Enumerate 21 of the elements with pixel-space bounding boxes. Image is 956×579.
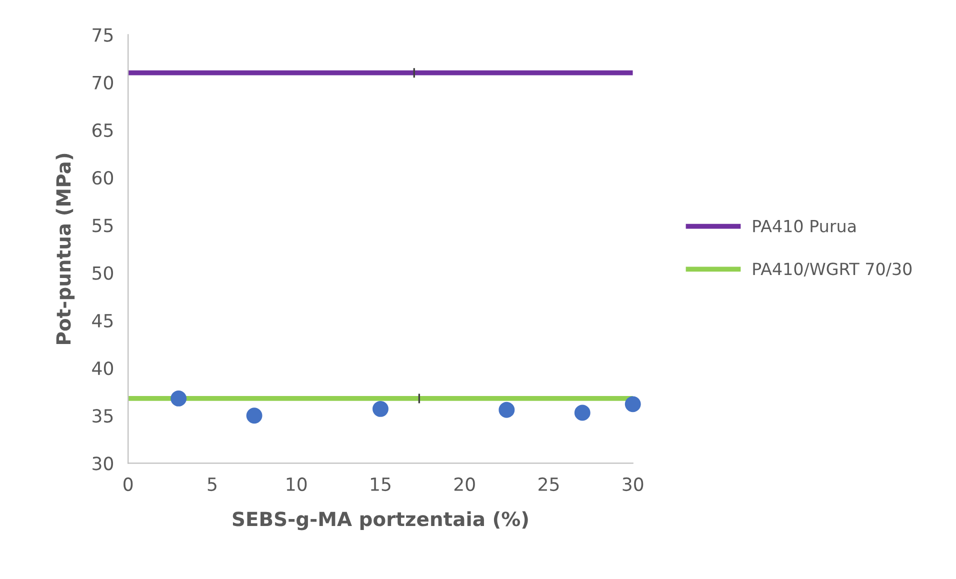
y-tick-label: 70 xyxy=(92,76,114,90)
legend-label: PA410/WGRT 70/30 xyxy=(753,262,912,277)
x-tick-label: 20 xyxy=(454,477,475,492)
y-tick-label: 75 xyxy=(92,28,113,42)
y-tick-label: 35 xyxy=(92,409,113,423)
x-tick-label: 25 xyxy=(538,477,559,492)
y-tick-label: 65 xyxy=(92,123,113,138)
x-tick-label: 5 xyxy=(208,478,216,492)
y-tick-label: 45 xyxy=(92,314,113,328)
legend-label: PA410 Purua xyxy=(753,220,856,232)
x-tick-label: 15 xyxy=(370,478,390,492)
y-tick-label: 60 xyxy=(92,171,114,185)
x-axis-title: SEBS-g-MA portzentaia (%) xyxy=(232,511,528,530)
x-tick-label: 30 xyxy=(622,477,644,492)
x-tick-label: 0 xyxy=(124,477,133,492)
y-tick-label: 40 xyxy=(92,361,114,376)
y-tick-label: 30 xyxy=(92,456,114,470)
y-axis-title: Pot-puntua (MPa) xyxy=(56,154,75,344)
x-tick-label: 10 xyxy=(286,477,307,492)
y-tick-label: 50 xyxy=(92,266,114,280)
y-tick-label: 55 xyxy=(92,218,113,232)
